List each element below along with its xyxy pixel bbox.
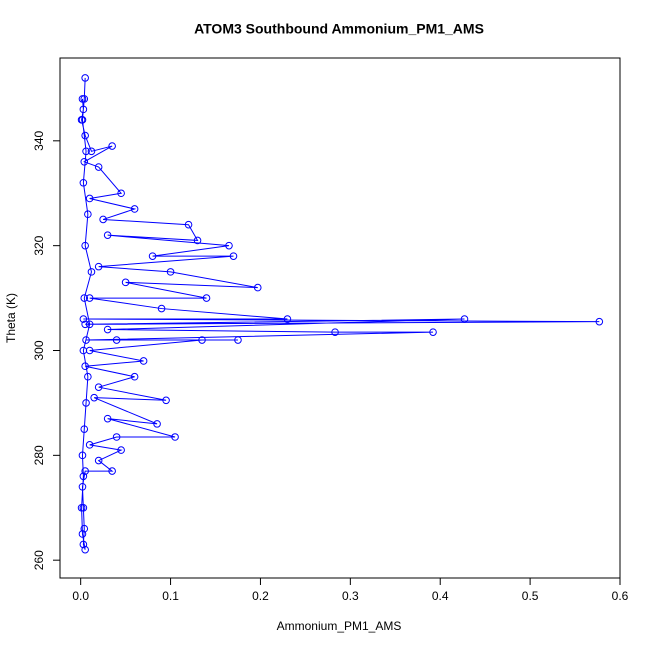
data-point <box>81 74 89 82</box>
data-point <box>94 456 103 465</box>
data-point <box>166 268 175 276</box>
data-point <box>81 131 89 140</box>
data-point <box>81 241 89 250</box>
data-point <box>84 210 92 219</box>
x-tick-label: 0.4 <box>432 589 449 603</box>
data-point <box>80 157 89 166</box>
data-point <box>79 540 88 549</box>
data-point <box>139 357 148 365</box>
data-point <box>80 425 89 433</box>
data-point <box>85 320 94 329</box>
data-point <box>80 95 89 103</box>
data-point <box>82 147 90 156</box>
data-point <box>331 328 339 336</box>
data-point <box>80 294 89 302</box>
data-point <box>82 336 90 344</box>
data-point <box>85 194 94 203</box>
data-point <box>117 189 125 198</box>
data-point <box>202 294 211 302</box>
data-point <box>85 441 94 449</box>
plot-frame <box>59 57 621 579</box>
data-point <box>171 433 179 441</box>
y-tick-label: 280 <box>32 445 46 465</box>
data-point <box>108 467 116 475</box>
data-point <box>121 278 130 287</box>
data-point <box>79 346 88 355</box>
data-point <box>162 396 170 405</box>
data-point <box>153 420 161 428</box>
y-tick-label: 340 <box>32 130 46 150</box>
data-point <box>198 336 206 344</box>
data-point <box>234 336 242 344</box>
data-point <box>94 383 103 391</box>
data-point <box>103 231 112 239</box>
data-point <box>108 142 116 150</box>
data-point <box>253 283 262 292</box>
x-tick-label: 0.6 <box>612 589 629 603</box>
data-point <box>81 545 89 554</box>
y-axis-label: Theta (K) <box>4 293 18 343</box>
data-point <box>81 320 89 329</box>
x-tick-label: 0.0 <box>72 589 89 603</box>
data-point <box>94 262 103 271</box>
data-point <box>77 503 86 512</box>
y-tick-label: 260 <box>32 550 46 570</box>
data-point <box>80 524 89 533</box>
data-point <box>99 215 107 224</box>
data-point <box>283 315 292 323</box>
data-point <box>103 325 112 334</box>
data-point <box>78 482 87 491</box>
data-point <box>82 399 90 407</box>
x-tick-label: 0.1 <box>162 589 179 603</box>
data-point <box>184 220 193 229</box>
data-point <box>79 105 88 114</box>
x-tick-label: 0.2 <box>252 589 269 603</box>
data-point <box>130 205 139 213</box>
data-point <box>148 252 157 260</box>
data-point <box>85 294 94 302</box>
data-point <box>87 268 96 276</box>
x-tick-label: 0.5 <box>522 589 539 603</box>
data-point <box>78 116 87 124</box>
data-point <box>112 336 121 344</box>
data-point <box>78 530 87 538</box>
data-point <box>595 317 604 326</box>
data-point <box>229 252 238 260</box>
data-point <box>103 414 112 423</box>
data-point <box>81 467 89 475</box>
data-point <box>117 446 125 454</box>
y-tick-label: 300 <box>32 340 46 360</box>
data-point <box>130 372 139 381</box>
data-point <box>112 433 121 441</box>
data-point <box>90 393 98 402</box>
data-point <box>429 328 437 336</box>
data-point <box>79 315 88 323</box>
data-point <box>193 236 202 245</box>
data-line <box>81 77 600 550</box>
chart-title: ATOM3 Southbound Ammonium_PM1_AMS <box>194 21 484 37</box>
y-tick-label: 320 <box>32 235 46 255</box>
data-point <box>460 315 469 323</box>
data-point <box>225 241 233 250</box>
data-point <box>79 472 88 481</box>
data-point <box>94 163 103 171</box>
data-point <box>157 304 166 313</box>
data-point <box>81 362 89 371</box>
data-point <box>87 147 96 156</box>
data-point <box>78 451 87 460</box>
x-axis-label: Ammonium_PM1_AMS <box>277 619 402 633</box>
x-tick-label: 0.3 <box>342 589 359 603</box>
data-point <box>79 178 88 187</box>
data-point <box>84 372 92 381</box>
